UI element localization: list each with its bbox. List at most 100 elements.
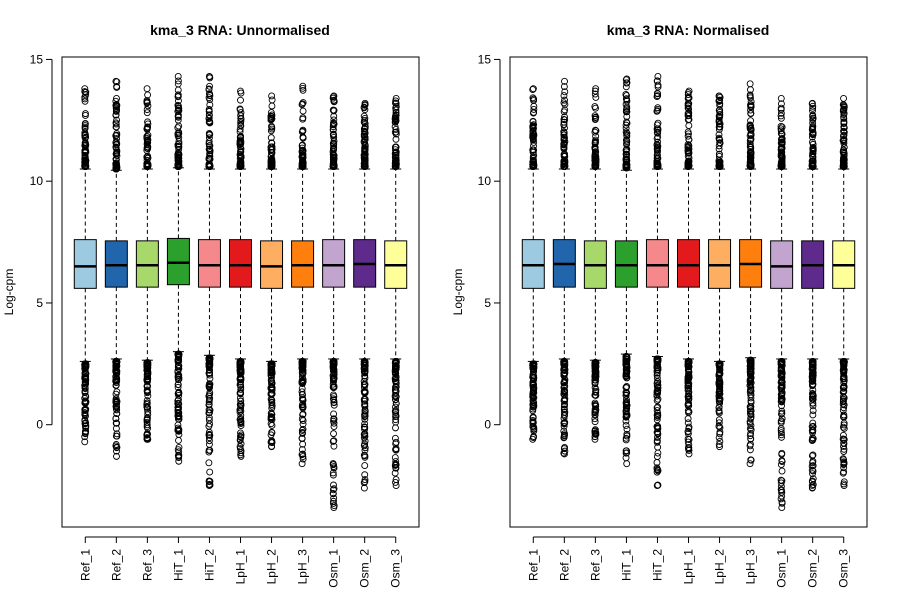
outlier-point (329, 140, 337, 147)
outlier-point (808, 452, 816, 460)
outlier-point (777, 112, 785, 120)
outlier-point (392, 370, 400, 377)
outlier-point (113, 116, 121, 124)
outlier-point (237, 419, 245, 426)
outlier-point (777, 419, 785, 427)
outlier-point (237, 362, 245, 370)
outlier-point (685, 363, 693, 371)
outlier-point (299, 455, 307, 463)
outlier-point (174, 400, 182, 408)
outlier-point (560, 450, 568, 458)
outlier-point (654, 409, 662, 417)
outlier-point (268, 379, 276, 387)
outlier-point (653, 465, 661, 473)
outlier-point (809, 470, 816, 478)
outlier-point (809, 129, 817, 137)
box (73, 239, 97, 289)
outlier-point (653, 107, 661, 115)
y-tick-label: 10 (478, 174, 492, 188)
outlier-point (360, 479, 368, 487)
outlier-point (330, 163, 338, 171)
outlier-point (530, 423, 538, 431)
outlier-point (561, 391, 569, 399)
outlier-point (299, 114, 307, 122)
outlier-point (237, 136, 244, 144)
x-tick-label: LpH_3 (296, 549, 310, 585)
outlier-point (143, 376, 151, 384)
outlier-point (592, 429, 600, 437)
outlier-point (298, 446, 306, 454)
outlier-point (392, 373, 400, 381)
outlier-point (205, 358, 213, 366)
outlier-point (175, 374, 183, 382)
outlier-point (560, 422, 568, 430)
outlier-point (175, 134, 183, 142)
outlier-point (330, 485, 338, 493)
outlier-point (361, 362, 369, 369)
outlier-point (360, 397, 368, 405)
outlier-point (81, 139, 89, 146)
outlier-point (391, 434, 399, 442)
outlier-point (778, 358, 786, 365)
outlier-point (82, 428, 90, 435)
outlier-point (622, 449, 630, 457)
outlier-point (654, 92, 662, 100)
outlier-point (716, 96, 724, 104)
outlier-point (809, 435, 817, 443)
outlier-point (809, 467, 817, 475)
outlier-point (112, 123, 120, 131)
outlier-point (112, 360, 120, 368)
outlier-point (622, 361, 630, 369)
outlier-point (592, 132, 600, 140)
outlier-point (81, 361, 89, 369)
outlier-point (361, 140, 369, 148)
plot-frame (509, 56, 868, 528)
outlier-point (267, 438, 275, 446)
outlier-point (112, 415, 120, 423)
outlier-point (653, 416, 661, 424)
outlier-point (591, 157, 599, 164)
box (677, 239, 700, 288)
outlier-point (747, 403, 755, 411)
outlier-point (777, 100, 785, 108)
outlier-point (330, 398, 338, 406)
outlier-point (268, 123, 276, 131)
outlier-point (330, 116, 338, 124)
outlier-point (808, 395, 816, 403)
outlier-point (268, 360, 276, 368)
outlier-point (236, 375, 244, 383)
outlier-point (839, 398, 847, 406)
outlier-point (174, 116, 182, 124)
outlier-point (809, 422, 817, 430)
outlier-point (654, 377, 661, 385)
outlier-point (298, 377, 306, 385)
outlier-point (529, 416, 537, 424)
outlier-point (330, 437, 338, 445)
box (260, 240, 284, 289)
outlier-point (361, 151, 369, 159)
outlier-point (777, 394, 785, 402)
outlier-point (391, 469, 399, 477)
outlier-point (840, 148, 848, 156)
outlier-point (530, 105, 538, 113)
outlier-point (746, 432, 754, 440)
outlier-point (268, 422, 276, 429)
outlier-point (330, 423, 338, 431)
outlier-point (237, 429, 244, 437)
outlier-point (175, 431, 183, 438)
outlier-point (175, 448, 183, 456)
outlier-point (716, 428, 724, 436)
outlier-point (143, 403, 151, 411)
outlier-point (299, 134, 307, 142)
outlier-point (299, 403, 307, 410)
outlier-point (684, 373, 692, 381)
outlier-point (747, 415, 755, 423)
box (229, 239, 252, 288)
outlier-point (808, 133, 816, 141)
outlier-point (174, 86, 182, 94)
outlier-point (175, 427, 183, 435)
outlier-point (778, 374, 786, 382)
outlier-point (746, 460, 754, 468)
outlier-point (715, 150, 723, 158)
outlier-point (561, 106, 569, 114)
